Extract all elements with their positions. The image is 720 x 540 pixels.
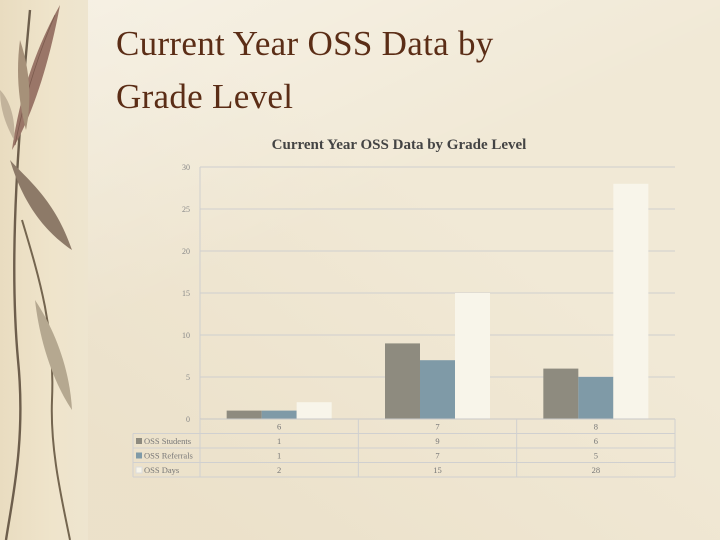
bar-oss-students-grade-7 (385, 343, 420, 419)
category-label: 7 (435, 422, 439, 432)
table-cell-value: 1 (277, 451, 281, 461)
table-cell-value: 1 (277, 436, 281, 446)
slide-title: Current Year OSS Data by Grade Level (116, 18, 696, 123)
chart-y-tick-labels: 0 5 10 15 20 25 30 (182, 163, 190, 424)
bar-oss-days-grade-7 (455, 293, 490, 419)
y-tick-label: 10 (182, 331, 190, 340)
legend-swatch (136, 452, 142, 459)
table-cell-value: 6 (594, 436, 598, 446)
table-cell-value: 2 (277, 465, 281, 475)
slide-title-line1: Current Year OSS Data by (116, 24, 494, 63)
legend-entry: OSS Students (144, 436, 191, 446)
bar-oss-referrals-grade-7 (420, 360, 455, 419)
chart-bars (226, 183, 649, 419)
table-cell-value: 5 (594, 451, 598, 461)
y-tick-label: 25 (182, 205, 190, 214)
table-cell-value: 9 (435, 436, 439, 446)
bar-oss-students-grade-8 (543, 368, 579, 419)
chart-data-table: 6 7 8 OSS Students 1 9 6 OSS Referrals 1 7 5 OSS Da… (132, 418, 676, 478)
y-tick-label: 15 (182, 289, 190, 298)
bar-oss-students-grade-6 (226, 410, 262, 419)
bar-oss-days-grade-6 (296, 402, 332, 419)
y-tick-label: 30 (182, 163, 190, 172)
bar-oss-days-grade-8 (613, 183, 649, 419)
slide-title-line2: Grade Level (116, 76, 294, 116)
bar-oss-referrals-grade-8 (578, 377, 614, 419)
table-cell-value: 15 (433, 465, 442, 475)
legend-swatch (136, 438, 142, 444)
table-cell-value: 28 (592, 465, 601, 475)
legend-swatch (135, 466, 143, 474)
eucalyptus-leaf-decoration (0, 5, 72, 540)
legend-entry: OSS Days (144, 465, 179, 475)
table-cell-value: 7 (435, 451, 439, 461)
category-label: 8 (594, 422, 598, 432)
y-tick-label: 5 (186, 373, 190, 382)
y-tick-label: 20 (182, 247, 190, 256)
y-tick-label: 0 (186, 415, 190, 424)
category-label: 6 (277, 422, 281, 432)
legend-entry: OSS Referrals (144, 451, 193, 461)
chart-title: Current Year OSS Data by Grade Level (272, 137, 527, 153)
bar-oss-referrals-grade-6 (261, 410, 297, 419)
